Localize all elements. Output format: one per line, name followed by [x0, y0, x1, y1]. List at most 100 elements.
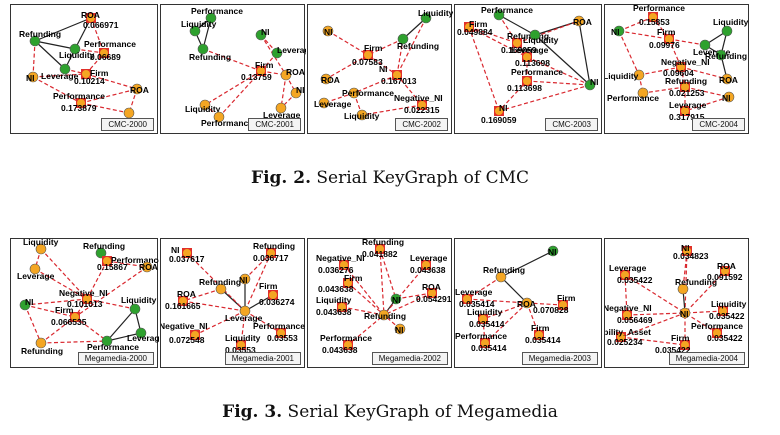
graph-node: Refunding — [364, 309, 406, 321]
node-label: Firm — [531, 323, 550, 333]
node-value: 0.161665 — [165, 301, 201, 311]
node-value: 0.022315 — [404, 105, 440, 115]
node-label: ROA — [286, 67, 305, 77]
node-label: NI — [26, 73, 35, 83]
graph-node: NI — [547, 245, 559, 257]
node-label: Leverage — [511, 45, 549, 55]
graph-node: NI 0.167013 — [379, 64, 417, 86]
graph-node: Negative_NI 0.056469 — [605, 303, 653, 325]
graph-node: NI 0.169059 — [481, 103, 517, 125]
solid-edge — [498, 14, 536, 36]
dashed-edge — [32, 76, 82, 104]
dashed-edge — [32, 40, 36, 78]
keygraph-panel-cmc-2002: Liquidity NI Refunding Firm 0.07583 ROA NI 0.16… — [307, 4, 453, 134]
node-circle — [713, 329, 721, 337]
node-value: 0.025234 — [607, 337, 643, 347]
node-label: Negative_NI — [661, 57, 710, 67]
graph-node: Refunding 0.169059 — [501, 31, 549, 55]
dashed-edge — [204, 70, 262, 106]
node-circle — [344, 341, 352, 349]
node-circle — [719, 307, 727, 315]
node-circle — [547, 245, 559, 257]
node-value: 0.167013 — [381, 76, 417, 86]
node-label: Performance — [201, 118, 253, 128]
graph-node: Refunding 0.021253 — [665, 76, 707, 98]
node-circle — [19, 299, 31, 311]
dashed-edge — [618, 30, 670, 40]
node-label: Refunding — [83, 241, 125, 251]
node-circle — [495, 271, 507, 283]
node-circle — [205, 12, 217, 24]
node-value: 0.021253 — [669, 88, 705, 98]
node-value: 0.113698 — [515, 58, 550, 68]
dashed-edge — [684, 270, 726, 314]
node-label: Performance — [87, 342, 139, 352]
dashed-edge — [624, 274, 628, 316]
panel-label: Megamedia-2004 — [668, 352, 745, 365]
dashed-edge — [240, 310, 246, 346]
dashed-edge — [106, 260, 148, 268]
dashed-edge — [86, 298, 136, 310]
graph-node: NI — [239, 273, 251, 285]
node-circle — [129, 303, 141, 315]
node-circle — [584, 79, 596, 91]
graph-node: Refunding — [21, 337, 63, 356]
node-value: 0.072548 — [169, 335, 205, 345]
node-circle — [683, 247, 691, 255]
node-circle — [348, 87, 360, 99]
keygraph: Liquidity RefundingPerformance0.15867Leve… — [17, 239, 159, 356]
node-circle — [179, 297, 187, 305]
graph-node: Performance — [87, 335, 139, 352]
dashed-edge — [34, 268, 88, 300]
dashed-edge — [40, 340, 108, 344]
node-circle — [131, 83, 143, 95]
node-label: NI — [611, 27, 620, 37]
node-circle — [101, 335, 113, 347]
node-circle — [197, 43, 209, 55]
node-label: Negative_NI — [394, 93, 443, 103]
node-label: Performance — [53, 91, 105, 101]
keygraph-panel-megamedia-2000: Liquidity Refunding Performance 0.15867 Leve… — [10, 238, 159, 368]
node-label: Liquidity — [344, 111, 380, 121]
node-label: Firm — [364, 43, 383, 53]
node-label: Firm — [259, 281, 278, 291]
node-label: Leverage — [277, 45, 306, 55]
node-label: Negative_NI — [316, 253, 365, 263]
node-circle — [633, 69, 645, 81]
node-circle — [82, 70, 90, 78]
node-value: 0.035414 — [469, 319, 505, 329]
node-circle — [573, 15, 585, 27]
node-label: Performance — [455, 331, 507, 341]
node-circle — [513, 39, 521, 47]
graph-node: Firm 0.070828 — [533, 293, 576, 315]
graph-node: Refunding 0.041882 — [362, 239, 404, 259]
dashed-edge — [186, 252, 246, 312]
keygraph-panel-megamedia-2004: NI 0.034823 Leverage 0.035422 ROA 0.091592 Ref… — [604, 238, 749, 368]
solid-edge — [106, 332, 142, 342]
keygraph-panel-megamedia-2001: NI 0.037617 Refunding 0.036717 NI Refunding Fi… — [160, 238, 305, 368]
node-label: Firm — [55, 305, 74, 315]
graph-node: Negative_NI 0.036276 — [316, 253, 365, 275]
figure-caption: Fig. 3. Serial KeyGraph of Megamedia — [0, 402, 780, 422]
node-label: ROA — [81, 10, 100, 20]
node-circle — [681, 107, 689, 115]
dashed-edge — [347, 282, 385, 316]
node-label: Leverage — [669, 100, 707, 110]
node-label: Leverage — [693, 47, 731, 57]
node-label: Liquidity — [59, 50, 95, 60]
dashed-edge — [74, 316, 108, 342]
node-circle — [465, 23, 473, 31]
node-value: 0.101013 — [67, 299, 103, 309]
graph-node: NI — [722, 91, 735, 103]
node-value: 0.036717 — [253, 253, 289, 263]
dashed-edge — [325, 54, 369, 80]
graph-node: Refunding — [189, 43, 231, 62]
graph-node: Leverage 0.035414 — [455, 287, 495, 309]
graph-node: Liquidity — [605, 69, 645, 81]
panel-label: CMC-2001 — [248, 118, 301, 131]
node-value: 0.035422 — [655, 345, 691, 355]
node-label: Liquidity — [713, 17, 749, 27]
graph-node: Firm 0.066535 — [51, 305, 87, 327]
node-circle — [479, 315, 487, 323]
graph-node: Performance — [607, 87, 659, 103]
